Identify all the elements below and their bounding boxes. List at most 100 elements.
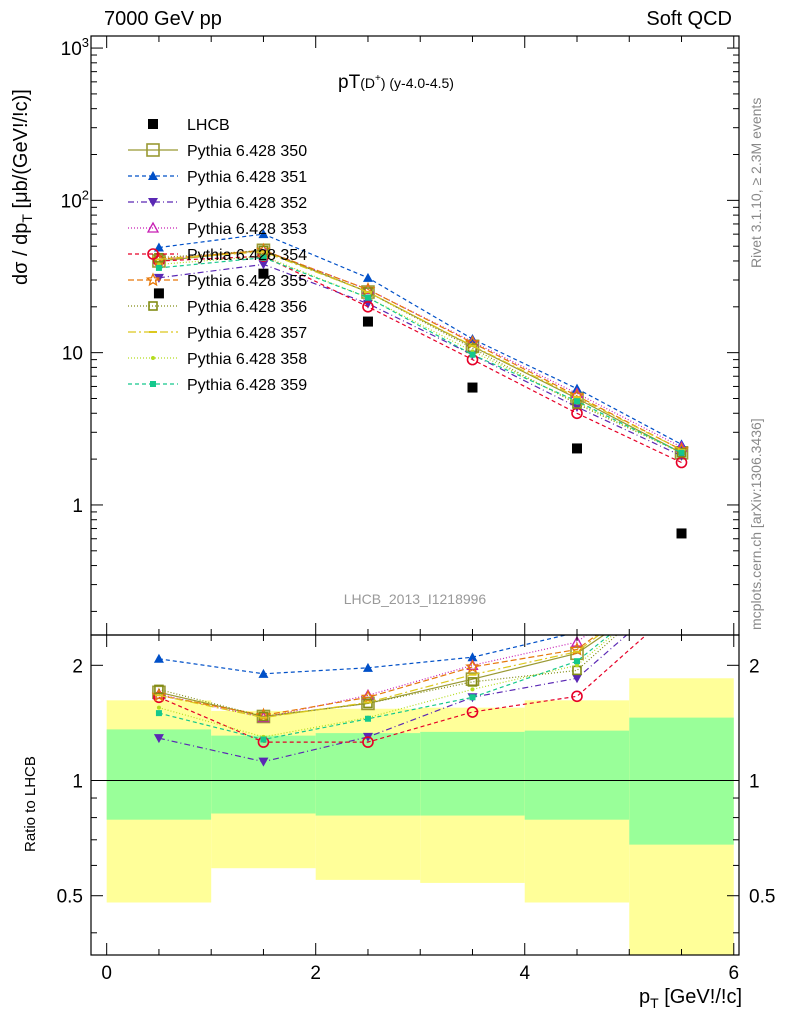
ratio-series-point: [260, 736, 267, 743]
main-series-point: [676, 448, 687, 458]
header-right-label: Soft QCD: [646, 8, 732, 30]
legend-label: Pythia 6.428 352: [187, 195, 307, 212]
ratio-series-point: [466, 706, 479, 718]
legend-label: Pythia 6.428 353: [187, 221, 307, 238]
main-series-point: [574, 398, 580, 405]
legend-marker: [148, 301, 158, 311]
main-y-tick-label: 103: [61, 35, 89, 60]
main-series-point: [258, 260, 269, 270]
legend-label: Pythia 6.428 355: [187, 273, 307, 290]
legend-entry-351: Pythia 6.428 351: [128, 169, 307, 186]
ratio-y-tick-label: 1: [72, 772, 83, 793]
main-plot-title-range: ) (y-4.0-4.5): [381, 75, 454, 91]
main-series-point: [362, 272, 373, 282]
main-y-tick-label: 1: [72, 496, 83, 517]
legend-label: Pythia 6.428 350: [187, 143, 307, 160]
ratio-series-point: [153, 734, 164, 744]
ratio-series-point: [469, 694, 476, 701]
legend-entry-356: Pythia 6.428 356: [128, 299, 307, 316]
main-series-line: [158, 233, 682, 445]
main-series-point: [362, 301, 374, 313]
legend-entry-352: Pythia 6.428 352: [128, 195, 307, 212]
ratio-y-tick-label-right: 2: [749, 656, 760, 677]
ratio-y-tick-label: 0.5: [57, 887, 83, 908]
main-series-point: [153, 242, 164, 252]
lhcb-data-point: [676, 528, 687, 539]
main-y-axis-label: dσ / dpT [μb/(GeV!/!c)]: [10, 89, 35, 285]
x-tick-label: 2: [310, 963, 321, 984]
ratio-series-point: [258, 757, 269, 767]
main-series-line: [158, 257, 682, 454]
ratio-series-point: [153, 691, 165, 704]
ratio-series-354: [153, 635, 647, 748]
ratio-plot-frame: [90, 634, 740, 956]
lhcb-data-point: [467, 382, 478, 393]
legend-entry-354: Pythia 6.428 354: [128, 247, 307, 264]
ratio-series-point: [258, 668, 269, 678]
ratio-y-tick-label-right: 0.5: [749, 887, 775, 908]
ratio-series-point: [156, 705, 161, 710]
lhcb-data-point: [362, 316, 373, 327]
legend-entry-350: Pythia 6.428 350: [128, 143, 307, 160]
header-left-label: 7000 GeV pp: [104, 8, 222, 30]
legend-marker: [146, 143, 160, 157]
main-y-tick-label: 102: [61, 187, 89, 212]
legend-label: Pythia 6.428 359: [187, 377, 307, 394]
main-plot-title-charge: +: [375, 73, 381, 84]
ratio-series-356: [154, 635, 618, 722]
legend-marker: [146, 221, 160, 233]
ratio-y-axis-label: Ratio to LHCB: [22, 756, 39, 852]
axes-ticks: 1 10 102 103 0 2 4 6 0.5 0.5 1 1 2 2: [57, 35, 776, 984]
analysis-watermark: LHCB_2013_I1218996: [344, 591, 487, 607]
ratio-plot-series: [151, 635, 647, 767]
main-series-point: [364, 294, 371, 301]
ratio-series-point: [362, 736, 374, 748]
band-inner-0: [106, 729, 212, 820]
legend-entry-357: Pythia 6.428 357: [128, 325, 307, 342]
band-inner-2: [315, 733, 421, 816]
ratio-series-line: [158, 635, 628, 763]
main-y-tick-label: 10: [62, 344, 83, 365]
main-plot-title-particle: (D: [360, 75, 375, 91]
band-inner-5: [629, 717, 734, 845]
main-series-point: [678, 449, 685, 456]
ratio-series-line: [158, 635, 598, 716]
main-y-tick-exponent: 3: [82, 35, 89, 50]
ratio-series-point: [154, 684, 164, 695]
ratio-series-line: [158, 635, 611, 741]
ratio-series-point: [362, 662, 373, 672]
x-tick-label: 4: [519, 963, 530, 984]
main-series-point: [260, 254, 267, 261]
legend-marker: [150, 381, 156, 387]
ratio-series-line: [158, 635, 569, 675]
ratio-series-point: [571, 690, 583, 703]
legend-marker: [147, 248, 159, 260]
main-plot-series: [151, 229, 689, 469]
main-plot-title: pT(D+) (y-4.0-4.5): [338, 72, 454, 93]
ratio-y-tick-label-right: 1: [749, 772, 760, 793]
main-plot-data: [153, 268, 687, 539]
x-axis-label: pT [GeV!/!c]: [638, 986, 742, 1011]
legend-entry-358: Pythia 6.428 358: [128, 351, 307, 368]
legend-label: Pythia 6.428 356: [187, 299, 307, 316]
ratio-series-point: [570, 635, 584, 647]
main-series-line: [158, 249, 682, 454]
legend-lhcb-marker: [148, 119, 158, 129]
legend-entry-353: Pythia 6.428 353: [128, 221, 307, 238]
ratio-series-line: [158, 635, 600, 719]
lhcb-data-point: [258, 268, 269, 279]
x-tick-label: 6: [728, 963, 739, 984]
main-series-point: [155, 264, 162, 271]
legend-label: Pythia 6.428 358: [187, 351, 307, 368]
main-series-line: [158, 263, 682, 457]
ratio-uncertainty-bands: [91, 678, 739, 955]
ratio-series-353: [152, 635, 588, 723]
legend-marker: [148, 171, 158, 180]
band-inner-4: [524, 730, 630, 820]
ratio-series-point: [575, 663, 579, 668]
ratio-series-point: [470, 687, 475, 692]
mcplots-label: mcplots.cern.ch [arXiv:1306.3436]: [748, 418, 764, 630]
ratio-series-point: [467, 652, 478, 662]
legend: LHCB Pythia 6.428 350 Pythia 6.428 351 Pyth…: [128, 117, 307, 394]
